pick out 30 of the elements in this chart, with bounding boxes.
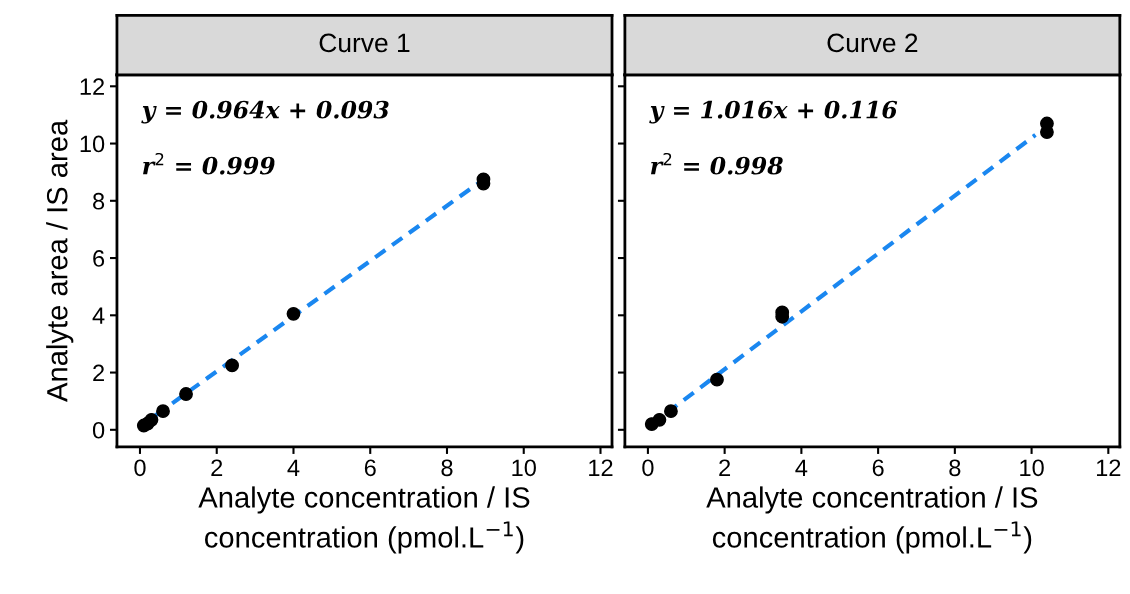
x-tick-label: 4 — [287, 459, 300, 476]
annotation: r$^{2}$ = 0.999 — [143, 152, 275, 175]
y-tick-label: 0 — [92, 421, 105, 439]
y-tick-label: 4 — [92, 307, 105, 324]
y-tick-label: 8 — [93, 192, 105, 210]
x-tick-label: 8 — [441, 459, 453, 477]
chart-title: Curve 2 — [827, 33, 918, 53]
x-tick-label: 6 — [364, 459, 376, 477]
x-tick-label: 8 — [949, 459, 961, 477]
chart-title: Curve 1 — [319, 33, 410, 53]
x-tick-label: 0 — [642, 459, 654, 477]
y-tick-label: 12 — [80, 78, 104, 95]
x-tick-label: 2 — [719, 459, 731, 476]
x-tick-label: 2 — [211, 459, 223, 476]
x-axis-title: Analyte concentration / IS concentration (pmol.L$^{−1}$) — [706, 486, 1038, 554]
annotation: y = 0.964x + 0.093 — [141, 100, 389, 124]
x-tick-label: 6 — [872, 459, 884, 477]
annotation: y = 1.016x + 0.116 — [649, 100, 898, 124]
x-tick-label: 0 — [134, 459, 146, 477]
y-tick-label: 6 — [93, 250, 105, 267]
annotation: r$^{2}$ = 0.998 — [650, 152, 783, 175]
x-tick-label: 12 — [589, 459, 613, 476]
y-axis-title: Analyte area / IS area — [46, 119, 74, 402]
x-tick-label: 4 — [795, 459, 808, 476]
y-tick-label: 2 — [93, 364, 104, 382]
x-tick-label: 10 — [512, 459, 536, 477]
y-tick-label: 10 — [80, 135, 105, 153]
x-axis-title: Analyte concentration / IS concentration (pmol.L$^{−1}$) — [198, 486, 530, 554]
x-tick-label: 10 — [1020, 459, 1044, 477]
x-tick-label: 12 — [1096, 459, 1121, 476]
